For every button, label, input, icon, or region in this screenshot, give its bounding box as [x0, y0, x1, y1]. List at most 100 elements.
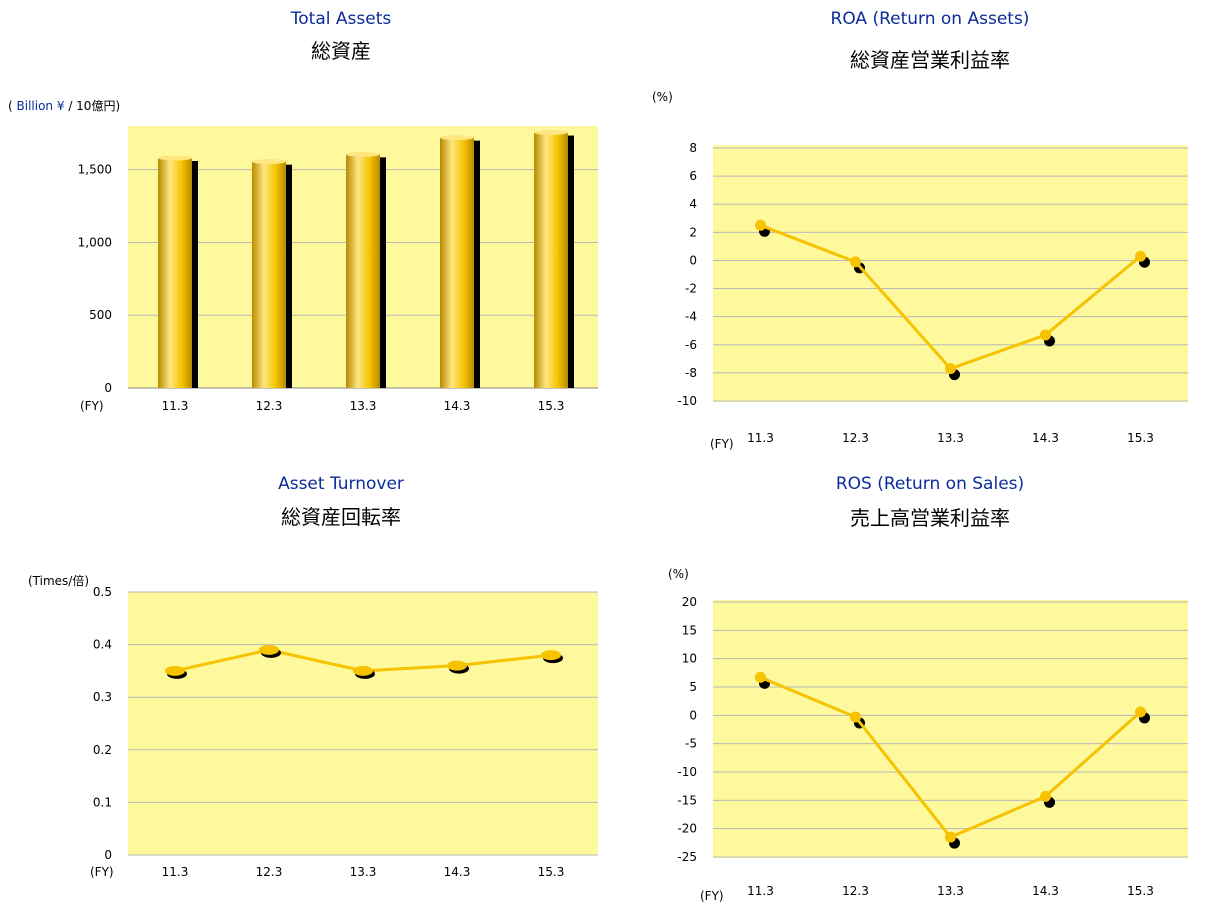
roa-y-tick: -10	[677, 394, 697, 408]
total-assets-y-tick: 1,500	[78, 163, 112, 177]
roa-y-tick: -4	[685, 310, 697, 324]
roa-x-tick: 14.3	[1032, 431, 1059, 445]
total-assets-bars	[158, 130, 574, 388]
total-assets-y-tick: 500	[89, 308, 112, 322]
asset-turnover-x-tick: 14.3	[444, 865, 471, 879]
ros-marker	[945, 831, 956, 843]
ros-title-ja: 売上高営業利益率	[850, 506, 1010, 530]
roa-y-ticks: -10 -8 -6 -4 -2 0 2 4 6 8	[677, 141, 697, 408]
asset-turnover-y-tick: 0.5	[93, 585, 112, 599]
total-assets-title-ja: 総資産	[311, 39, 371, 63]
total-assets-bar-cap	[252, 159, 286, 165]
roa-marker	[945, 363, 956, 375]
asset-turnover-y-ticks: 0 0.1 0.2 0.3 0.4 0.5	[93, 585, 112, 862]
roa-x-tick: 13.3	[937, 431, 964, 445]
ros-y-tick: 20	[682, 595, 697, 609]
asset-turnover-gridlines	[128, 591, 598, 856]
ros-marker	[1040, 790, 1051, 802]
asset-turnover-x-tick: 15.3	[538, 865, 565, 879]
total-assets-x-ticks: 11.3 12.3 13.3 14.3 15.3	[162, 399, 565, 413]
total-assets-bar	[252, 161, 286, 388]
ros-y-tick: 15	[682, 623, 697, 637]
total-assets-x-tick: 15.3	[538, 399, 565, 413]
total-assets-bar-cap	[346, 151, 380, 157]
total-assets-bar	[534, 132, 568, 388]
asset-turnover-marker	[447, 660, 467, 671]
asset-turnover-title-ja: 総資産回転率	[281, 505, 401, 529]
total-assets-y-tick: 0	[104, 381, 112, 395]
ros-gridlines	[713, 601, 1188, 858]
asset-turnover-series	[165, 644, 563, 679]
total-assets-unit-en: Billion ¥	[17, 99, 65, 113]
roa-marker	[755, 219, 766, 231]
total-assets-x-tick: 11.3	[162, 399, 189, 413]
roa-marker	[1135, 250, 1146, 262]
roa-unit: (%)	[652, 90, 673, 104]
ros-unit: (%)	[668, 567, 689, 581]
ros-x-ticks: 11.3 12.3 13.3 14.3 15.3	[747, 884, 1154, 898]
total-assets-unit: ( Billion ¥ / 10億円)	[8, 99, 120, 113]
total-assets-bar	[158, 158, 192, 388]
total-assets-title-en: Total Assets	[290, 9, 392, 29]
asset-turnover-x-tick: 12.3	[256, 865, 283, 879]
total-assets-unit-prefix: (	[8, 99, 13, 113]
total-assets-fy-label: (FY)	[80, 399, 104, 413]
asset-turnover-y-tick: 0.3	[93, 690, 112, 704]
roa-x-tick: 15.3	[1127, 431, 1154, 445]
asset-turnover-marker	[165, 665, 185, 676]
ros-x-tick: 14.3	[1032, 884, 1059, 898]
roa-y-tick: 6	[689, 169, 697, 183]
roa-y-tick: 4	[689, 197, 697, 211]
roa-title-ja: 総資産営業利益率	[850, 48, 1010, 72]
ros-chart: ROS (Return on Sales) 売上高営業利益率 (%) -25 -2…	[668, 474, 1188, 903]
asset-turnover-y-tick: 0	[104, 848, 112, 862]
total-assets-unit-suffix: / 10億円)	[68, 99, 120, 113]
asset-turnover-marker	[541, 650, 561, 661]
asset-turnover-chart: Asset Turnover 総資産回転率 (Times/倍) 00.10.20…	[28, 474, 598, 879]
total-assets-y-ticks: 0 500 1,000 1,500	[78, 163, 112, 395]
total-assets-x-tick: 13.3	[350, 399, 377, 413]
ros-x-tick: 11.3	[747, 884, 774, 898]
ros-fy-label: (FY)	[700, 889, 724, 903]
roa-marker	[850, 256, 861, 268]
ros-y-ticks: -25 -20 -15 -10 -5 0 5 10 15 20	[677, 595, 697, 864]
ros-plot-area	[713, 600, 1188, 858]
asset-turnover-title-en: Asset Turnover	[278, 474, 404, 494]
ros-y-tick: 10	[682, 652, 697, 666]
ros-series	[755, 671, 1150, 849]
roa-y-tick: -8	[685, 366, 697, 380]
total-assets-bar	[440, 137, 474, 388]
total-assets-bar-cap	[534, 130, 568, 136]
roa-plot-area	[713, 145, 1188, 402]
ros-marker	[850, 711, 861, 723]
ros-y-tick: 5	[689, 680, 697, 694]
roa-fy-label: (FY)	[710, 437, 734, 451]
asset-turnover-plot-area	[128, 592, 598, 855]
total-assets-bar-cap	[440, 135, 474, 141]
roa-x-tick: 11.3	[747, 431, 774, 445]
roa-gridlines	[713, 147, 1188, 402]
total-assets-chart: Total Assets 総資産 ( Billion ¥ / 10億円) 0 50…	[8, 9, 598, 413]
ros-x-tick: 13.3	[937, 884, 964, 898]
ros-title-en: ROS (Return on Sales)	[836, 474, 1024, 494]
roa-y-tick: -6	[685, 338, 697, 352]
ros-x-tick: 15.3	[1127, 884, 1154, 898]
roa-y-tick: -2	[685, 282, 697, 296]
asset-turnover-y-tick: 0.4	[93, 638, 112, 652]
asset-turnover-fy-label: (FY)	[90, 865, 114, 879]
asset-turnover-x-tick: 13.3	[350, 865, 377, 879]
roa-title-en: ROA (Return on Assets)	[831, 9, 1030, 29]
asset-turnover-unit: (Times/倍)	[28, 573, 89, 588]
ros-y-tick: -15	[677, 793, 697, 807]
roa-x-ticks: 11.3 12.3 13.3 14.3 15.3	[747, 431, 1154, 445]
ros-y-tick: -20	[677, 822, 697, 836]
total-assets-x-tick: 14.3	[444, 399, 471, 413]
total-assets-x-tick: 12.3	[256, 399, 283, 413]
asset-turnover-marker	[259, 644, 279, 655]
roa-y-tick: 2	[689, 225, 697, 239]
ros-y-tick: -25	[677, 850, 697, 864]
roa-chart: ROA (Return on Assets) 総資産営業利益率 (%) -10 -…	[652, 9, 1188, 451]
asset-turnover-x-ticks: 11.3 12.3 13.3 14.3 15.3	[162, 865, 565, 879]
asset-turnover-y-tick: 0.1	[93, 795, 112, 809]
